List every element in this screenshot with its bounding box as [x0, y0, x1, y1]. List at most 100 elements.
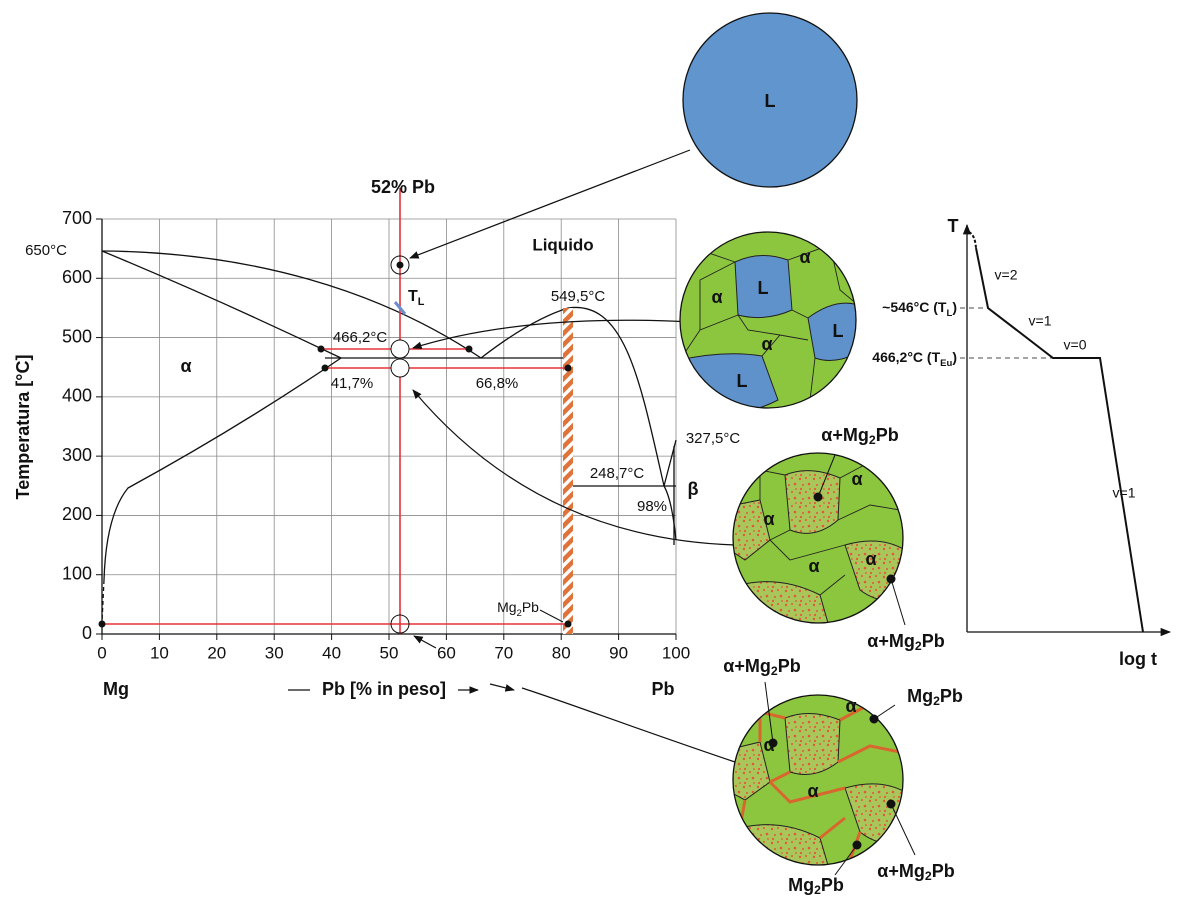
micrograph-label: L: [765, 91, 776, 111]
x-tick-label: 80: [552, 643, 571, 662]
micrograph-label: α: [807, 781, 818, 801]
text-part: Pb: [522, 599, 539, 615]
text-part: 2: [869, 433, 876, 447]
cooling-curve: [960, 223, 1172, 637]
text-part: 2: [814, 883, 821, 897]
y-tick-label: 400: [62, 386, 92, 406]
text-part: Mg: [497, 599, 516, 615]
temp-label: 549,5°C: [551, 288, 606, 305]
micrograph-liquid: [682, 12, 858, 188]
rate-label: v=0: [1064, 337, 1087, 353]
y-tick-label: 200: [62, 504, 92, 524]
element-label: Pb: [651, 679, 674, 699]
x-axis-title: Pb [% in peso]: [322, 679, 446, 699]
y-tick-label: 700: [62, 208, 92, 228]
micrograph-label: α: [845, 696, 856, 716]
micrograph-final: [733, 695, 903, 865]
pointer-lines: [764, 454, 916, 876]
red-lines: [102, 188, 568, 634]
y-tick-label: 100: [62, 563, 92, 583]
temp-label: 327,5°C: [686, 430, 741, 447]
micrograph-label: α: [799, 247, 810, 267]
micrograph-label: α+Mg2Pb: [867, 631, 944, 653]
text-part: α+Mg: [867, 631, 915, 651]
y-axis-title: Temperatura [°C]: [13, 355, 33, 500]
micrograph-label: α+Mg2Pb: [723, 656, 800, 678]
temp-label: 650°C: [25, 242, 67, 259]
compound-bar: [563, 308, 573, 634]
text-part: 2: [915, 639, 922, 653]
text-part: Pb: [821, 875, 844, 895]
micrograph-label: L: [833, 321, 844, 341]
comp-label: 66,8%: [476, 375, 519, 392]
x-tick-label: 60: [437, 643, 456, 662]
x-tick-label: 10: [150, 643, 169, 662]
text-part: 466,2°C (T: [872, 349, 940, 365]
text-part: α+Mg: [877, 861, 925, 881]
compound-label: Mg2Pb: [497, 599, 539, 619]
y-tick-label: 0: [82, 623, 92, 643]
x-tick-label: 90: [609, 643, 628, 662]
text-part: ): [952, 349, 957, 365]
text-part: 2: [925, 869, 932, 883]
temp-label: ~546°C (TL): [882, 299, 957, 319]
text-part: Pb: [940, 686, 963, 706]
micrograph-label: α+Mg2Pb: [821, 425, 898, 447]
text-part: ~546°C (T: [882, 299, 947, 315]
text-part: T: [408, 288, 418, 305]
x-tick-label: 100: [662, 643, 690, 662]
text-part: α+Mg: [821, 425, 869, 445]
micrograph-eutectic: [733, 453, 903, 623]
micrograph-label: α: [808, 556, 819, 576]
phase-label: Liquido: [532, 235, 593, 254]
text-part: 2: [771, 664, 778, 678]
rate-label: v=2: [995, 267, 1018, 283]
text-part: Pb: [922, 631, 945, 651]
x-tick-label: 50: [380, 643, 399, 662]
phase-lines: [101, 219, 677, 635]
grid: [96, 218, 677, 640]
composition-label: 52% Pb: [371, 177, 435, 197]
text-part: Pb: [932, 861, 955, 881]
temp-label: 466,2°C (TEu): [872, 349, 957, 369]
text-part: Pb: [876, 425, 899, 445]
points: [98, 255, 572, 634]
micrograph-label: Mg2Pb: [907, 686, 963, 708]
x-tick-label: 30: [265, 643, 284, 662]
y-tick-label: 500: [62, 326, 92, 346]
comp-label: 41,7%: [331, 375, 374, 392]
text-part: 2: [933, 694, 940, 708]
y-tick-label: 300: [62, 445, 92, 465]
text-part: α+Mg: [723, 656, 771, 676]
x-tick-label: 20: [207, 643, 226, 662]
text-part: 2: [517, 608, 522, 619]
element-label: Mg: [103, 679, 129, 699]
temp-label: 466,2°C: [333, 329, 388, 346]
micrograph-label: α: [711, 287, 722, 307]
text-part: L: [418, 296, 425, 308]
x-tick-label: 0: [97, 643, 106, 662]
text-part: L: [947, 308, 953, 319]
micrograph-label: α: [763, 735, 774, 755]
text-part: Mg: [788, 875, 814, 895]
micrograph-label: α: [851, 469, 862, 489]
rate-label: v=1: [1029, 313, 1052, 329]
text-part: Pb: [778, 656, 801, 676]
phase-label: β: [688, 479, 699, 499]
text-part: ): [952, 299, 957, 315]
x-tick-label: 70: [494, 643, 513, 662]
temp-label: 248,7°C: [590, 465, 645, 482]
micrograph-label: α: [761, 334, 772, 354]
rate-label: v=1: [1113, 485, 1136, 501]
micrograph-label: L: [737, 371, 748, 391]
text-part: Eu: [940, 358, 952, 369]
comp-label: 98%: [637, 498, 667, 515]
axis-label: T: [948, 216, 959, 236]
arrows: [288, 149, 736, 763]
y-tick-label: 600: [62, 267, 92, 287]
liquidus-label: TL: [408, 288, 425, 308]
axis-label: log t: [1119, 649, 1157, 669]
micrograph-label: α: [763, 509, 774, 529]
micrograph-label: Mg2Pb: [788, 875, 844, 897]
